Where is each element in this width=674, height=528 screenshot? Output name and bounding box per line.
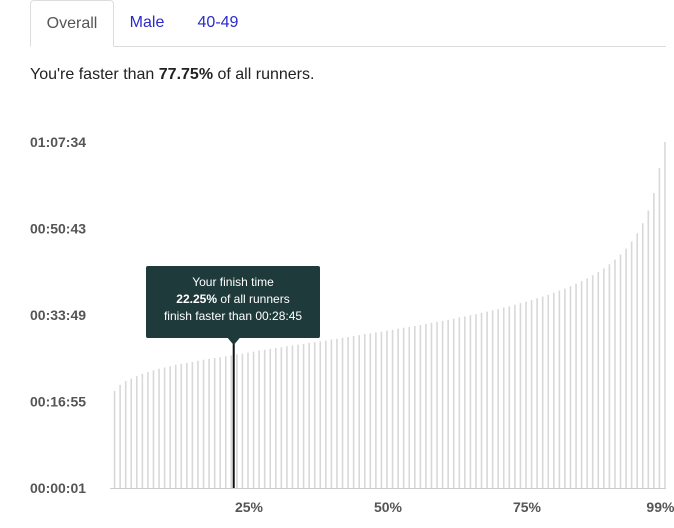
summary-percent: 77.75% bbox=[158, 66, 214, 83]
y-tick-label: 00:00:01 bbox=[30, 480, 86, 496]
tab-male[interactable]: Male bbox=[129, 14, 165, 31]
x-tick-label: 75% bbox=[513, 499, 542, 515]
y-tick-label: 01:07:34 bbox=[30, 134, 86, 150]
tooltip-finish-line: finish faster than 00:28:45 bbox=[163, 309, 303, 323]
tooltip-title: Your finish time bbox=[192, 275, 274, 289]
tab-bar: Overall Male 40-49 bbox=[30, 0, 666, 47]
tab-age-group[interactable]: 40-49 bbox=[197, 14, 239, 31]
x-tick-label: 25% bbox=[235, 499, 264, 515]
summary-prefix: You're faster than bbox=[30, 66, 159, 83]
y-tick-label: 00:16:55 bbox=[30, 393, 86, 409]
summary-suffix: of all runners. bbox=[213, 66, 315, 83]
tooltip-percent-rest: of all runners bbox=[217, 292, 290, 306]
tooltip-percent: 22.25% bbox=[176, 292, 217, 306]
tab-overall[interactable]: Overall bbox=[30, 0, 114, 47]
tooltip-percent-line: 22.25% of all runners bbox=[146, 291, 320, 308]
x-tick-label: 99% bbox=[646, 499, 674, 515]
finish-time-tooltip: Your finish time 22.25% of all runners f… bbox=[146, 266, 320, 338]
tooltip-pointer bbox=[227, 338, 240, 345]
y-tick-label: 00:50:43 bbox=[30, 220, 86, 236]
y-tick-label: 00:33:49 bbox=[30, 307, 86, 323]
x-tick-label: 50% bbox=[374, 499, 403, 515]
percentile-summary: You're faster than 77.75% of all runners… bbox=[30, 66, 314, 84]
